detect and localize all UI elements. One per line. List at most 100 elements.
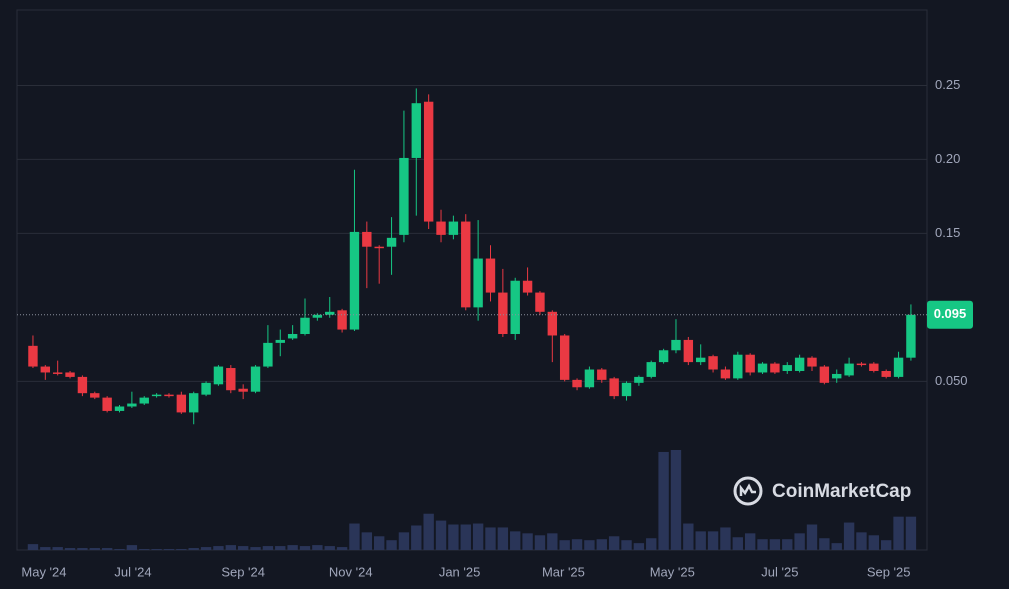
volume-bar: [139, 549, 150, 550]
volume-bar: [151, 549, 162, 550]
x-tick-label: May '24: [21, 564, 66, 579]
candle-body: [102, 397, 112, 411]
candle-body: [114, 406, 125, 411]
candle-body: [40, 366, 51, 373]
candle-body: [139, 397, 149, 404]
candle-body: [90, 393, 100, 398]
candle-body: [733, 354, 743, 379]
candle-body: [362, 231, 372, 247]
candle-body: [708, 356, 718, 370]
volume-bar: [460, 524, 471, 550]
candle-body: [584, 369, 595, 388]
candle-body: [794, 357, 805, 371]
volume-bar: [880, 540, 892, 550]
candle-body: [535, 292, 545, 312]
volume-bar: [559, 540, 570, 550]
x-tick-label: Jul '25: [761, 564, 798, 579]
x-tick-label: Jan '25: [439, 564, 481, 579]
candle-body: [65, 372, 75, 377]
y-tick-label: 0.20: [935, 151, 960, 166]
candle-body: [819, 366, 830, 383]
volume-bar: [485, 527, 496, 550]
volume-bar: [336, 547, 348, 550]
volume-bar: [89, 548, 100, 550]
volume-bar: [534, 535, 546, 550]
candle-body: [522, 280, 533, 293]
candle-body: [312, 314, 323, 318]
volume-bar: [52, 547, 63, 550]
current-price-tag: [927, 300, 973, 329]
candle-body: [349, 231, 360, 330]
candle-body: [745, 354, 755, 373]
candle-body: [461, 221, 471, 308]
volume-bar: [64, 548, 76, 550]
volume-bar: [843, 522, 855, 550]
volume-bar: [658, 451, 669, 550]
candle-body: [696, 357, 706, 363]
volume-bar: [176, 549, 187, 550]
candle-body: [52, 372, 63, 374]
volume-bar: [868, 535, 880, 550]
candle-body: [485, 258, 496, 293]
volume-bar: [250, 547, 261, 550]
plot-frame: [16, 9, 928, 551]
volume-bar: [163, 549, 175, 550]
candle-body: [250, 366, 261, 392]
candle-body: [572, 379, 582, 388]
volume-bar: [547, 533, 558, 550]
candle-body: [720, 369, 731, 379]
volume-bar: [769, 539, 781, 550]
candle-body: [287, 334, 298, 339]
candle-body: [757, 363, 768, 373]
volume-bar: [275, 546, 286, 550]
y-tick-label: 0.050: [935, 373, 968, 388]
volume-bar: [287, 545, 298, 550]
volume-bar: [398, 532, 410, 550]
volume-bar: [225, 545, 236, 550]
candle-body: [807, 357, 817, 367]
volume-bar: [856, 532, 867, 550]
volume-bar: [188, 548, 199, 550]
candle-body: [770, 363, 780, 373]
candle-body: [275, 339, 285, 343]
volume-bar: [361, 532, 373, 550]
candle-body: [399, 157, 409, 235]
volume-bar: [782, 539, 793, 550]
candle-body: [510, 280, 520, 334]
volume-bar: [683, 523, 694, 550]
x-tick-label: Mar '25: [542, 564, 585, 579]
volume-bar: [757, 539, 768, 550]
volume-bar: [571, 539, 583, 550]
candle-body: [436, 221, 446, 235]
volume-bar: [374, 536, 385, 550]
candle-body: [263, 342, 273, 367]
candle-body: [856, 363, 867, 366]
watermark: CoinMarketCap: [772, 481, 911, 502]
candle-body: [621, 382, 632, 397]
candle-body: [201, 382, 211, 395]
candle-body: [213, 366, 224, 385]
volume-bar: [213, 546, 224, 550]
candle-body: [164, 394, 174, 397]
candle-body: [176, 394, 187, 413]
volume-bar: [27, 544, 39, 550]
volume-bar: [299, 546, 311, 550]
candle-body: [238, 388, 248, 392]
volume-bar: [126, 545, 138, 550]
candle-body: [609, 378, 619, 397]
volume-bar: [608, 536, 620, 550]
volume-bar: [806, 524, 818, 550]
volume-bar: [114, 549, 125, 550]
y-tick-label: 0.25: [935, 77, 960, 92]
candle-body: [893, 357, 904, 377]
volume-bar: [670, 450, 682, 550]
volume-bar: [621, 540, 632, 550]
candle-body: [559, 335, 570, 380]
candle-body: [906, 314, 916, 358]
candle-body: [597, 369, 607, 380]
volume-bar: [435, 520, 447, 550]
volume-bar: [831, 543, 842, 550]
candle-body: [658, 350, 669, 363]
candle-body: [498, 292, 508, 334]
